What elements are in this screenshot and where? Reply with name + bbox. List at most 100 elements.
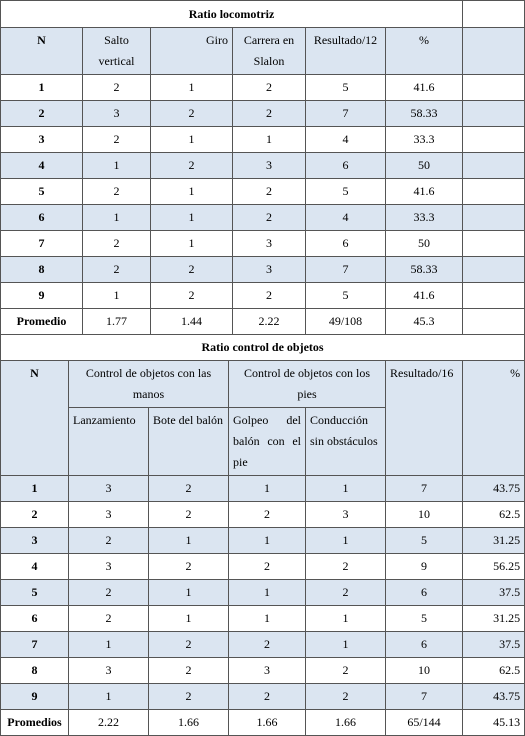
cell: 2: [232, 74, 306, 101]
row-label: 6: [0, 204, 83, 231]
cell: 1: [148, 527, 229, 554]
cell: 31.25: [461, 527, 525, 554]
cell: 43.75: [461, 475, 525, 502]
cell: 3: [82, 100, 151, 127]
cell: 2: [148, 501, 229, 528]
cell: 2: [150, 256, 233, 283]
row-label: Promedios: [0, 709, 69, 736]
cell: 43.75: [461, 683, 525, 710]
header-cell: Giro: [150, 27, 233, 75]
cell: 2: [228, 553, 306, 580]
cell: 2: [232, 100, 306, 127]
row-label: 9: [0, 282, 83, 309]
row-label: 7: [0, 230, 83, 257]
cell: 7: [305, 100, 386, 127]
cell: 1.66: [228, 709, 306, 736]
cell: 3: [305, 501, 386, 528]
cell: 2: [232, 204, 306, 231]
header-cell: Control de objetos con las manos: [68, 360, 229, 408]
cell: 3: [68, 501, 149, 528]
cell: 10: [385, 501, 463, 528]
header-cell: N: [0, 27, 83, 75]
cell: 62.5: [461, 501, 525, 528]
cell: 2: [228, 501, 306, 528]
row-label: 1: [0, 475, 69, 502]
row-label: 3: [0, 126, 83, 153]
empty-cell: [462, 178, 525, 205]
locomotriz-table: Ratio locomotriz N Salto vertical Giro Carr…: [0, 0, 525, 335]
cell: 2: [68, 527, 149, 554]
cell: 1: [305, 475, 386, 502]
cell: 2: [305, 683, 386, 710]
table-row: 3 2 1 1 1 5 31.25: [0, 527, 525, 554]
cell: 2: [150, 100, 233, 127]
cell: 45.13: [461, 709, 525, 736]
cell: 1: [68, 631, 149, 658]
cell: 3: [232, 230, 306, 257]
cell: 50: [384, 230, 464, 257]
cell: 2: [148, 683, 229, 710]
table-row: 8 3 2 3 2 10 62.5: [0, 657, 525, 684]
cell: 2: [68, 605, 149, 632]
cell: 7: [305, 256, 386, 283]
cell: 1.44: [150, 308, 233, 335]
cell: 2: [82, 256, 151, 283]
cell: 41.6: [384, 74, 464, 101]
cell: 3: [232, 152, 306, 179]
cell: 2: [150, 282, 233, 309]
table-row: 1 2 1 2 5 41.6: [0, 74, 525, 101]
row-label: 5: [0, 579, 69, 606]
cell: 1: [150, 74, 233, 101]
cell: 7: [385, 475, 463, 502]
objetos-table: Ratio control de objetos N Control de ob…: [0, 335, 525, 736]
cell: 2: [228, 683, 306, 710]
empty-cell: [462, 126, 525, 153]
empty-cell: [462, 27, 525, 75]
cell: 6: [305, 152, 386, 179]
empty-cell: [462, 0, 525, 28]
cell: 1: [228, 605, 306, 632]
cell: 1: [82, 152, 151, 179]
cell: 41.6: [384, 178, 464, 205]
cell: 1.66: [148, 709, 229, 736]
cell: 3: [228, 657, 306, 684]
table-row: 5 2 1 2 5 41.6: [0, 178, 525, 205]
header-cell: Carrera en Slalon: [232, 27, 306, 75]
row-label: 8: [0, 657, 69, 684]
cell: 2: [305, 553, 386, 580]
cell: 45.3: [384, 308, 464, 335]
table-title: Ratio control de objetos: [0, 335, 525, 361]
cell: 5: [385, 527, 463, 554]
cell: 33.3: [384, 204, 464, 231]
cell: 1: [150, 230, 233, 257]
empty-cell: [462, 308, 525, 335]
cell: 4: [305, 204, 386, 231]
table-row: 7 2 1 3 6 50: [0, 230, 525, 257]
header-cell: Resultado/16: [385, 360, 463, 476]
cell: 2: [82, 178, 151, 205]
cell: 2: [305, 579, 386, 606]
cell: 2: [82, 74, 151, 101]
cell: 2: [305, 657, 386, 684]
cell: 6: [385, 631, 463, 658]
cell: 56.25: [461, 553, 525, 580]
cell: 10: [385, 657, 463, 684]
table-row: Promedios 2.22 1.66 1.66 1.66 65/144 45.13: [0, 709, 525, 736]
cell: 1: [82, 282, 151, 309]
row-label: 6: [0, 605, 69, 632]
cell: 1: [228, 475, 306, 502]
cell: 2: [148, 553, 229, 580]
cell: 41.6: [384, 282, 464, 309]
table-row: 9 1 2 2 5 41.6: [0, 282, 525, 309]
cell: 2.22: [232, 308, 306, 335]
cell: 3: [68, 475, 149, 502]
table-row: 6 1 1 2 4 33.3: [0, 204, 525, 231]
header-cell: %: [384, 27, 464, 75]
header-cell: Control de objetos con los pies: [228, 360, 386, 408]
cell: 2.22: [68, 709, 149, 736]
cell: 6: [305, 230, 386, 257]
row-label: 4: [0, 553, 69, 580]
table-row: 6 2 1 1 1 5 31.25: [0, 605, 525, 632]
cell: 5: [305, 74, 386, 101]
header-cell: Bote del balón: [148, 407, 229, 476]
